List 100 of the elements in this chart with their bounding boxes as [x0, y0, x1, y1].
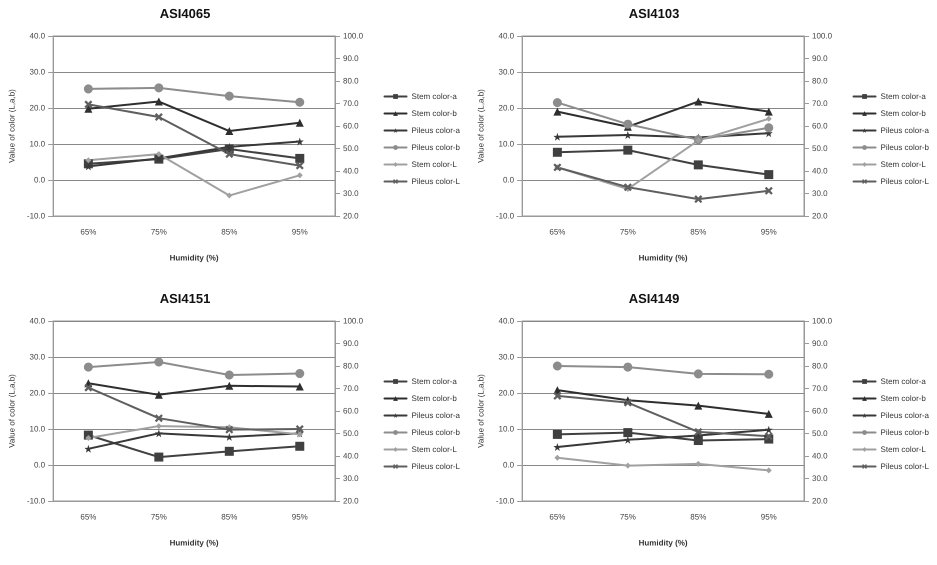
- x-axis-title: Humidity (%): [170, 538, 219, 547]
- legend-label: Pileus color-L: [880, 177, 930, 186]
- legend-label: Stem color-L: [880, 444, 926, 454]
- y-axis-title: Value of color (L,a,b): [476, 88, 486, 163]
- legend-label: Pileus color-a: [880, 126, 930, 135]
- y2-tick-label: 70.0: [812, 99, 828, 108]
- legend-label: Pileus color-b: [880, 143, 930, 152]
- point: [156, 151, 162, 158]
- y2-tick-label: 70.0: [343, 99, 360, 108]
- legend-label: Stem color-a: [412, 376, 458, 386]
- point: [623, 362, 632, 372]
- point: [225, 127, 234, 136]
- x-axis-title: Humidity (%): [638, 538, 688, 547]
- y-tick-label: 40.0: [30, 316, 46, 325]
- y2-tick-label: 30.0: [343, 474, 360, 482]
- point: [553, 108, 562, 116]
- point: [84, 383, 92, 392]
- x-tick-label: 65%: [80, 512, 96, 521]
- y-tick-label: 0.0: [503, 460, 515, 469]
- chart-title: ASI4151: [160, 290, 210, 306]
- point: [224, 92, 234, 101]
- y-tick-label: 0.0: [34, 176, 46, 184]
- point: [694, 98, 702, 106]
- legend-label: Stem color-a: [412, 92, 458, 101]
- legend-label: Stem color-L: [412, 444, 458, 454]
- point: [154, 357, 164, 366]
- y2-tick-label: 80.0: [812, 76, 828, 86]
- point: [295, 154, 304, 163]
- chart-title: ASI4065: [160, 6, 210, 21]
- y2-tick-label: 80.0: [812, 361, 828, 370]
- y-tick-label: -10.0: [26, 212, 46, 220]
- y-tick-label: 30.0: [30, 68, 46, 76]
- legend-label: Stem color-b: [880, 109, 926, 118]
- point: [694, 401, 702, 410]
- point: [224, 446, 234, 456]
- chart-title: ASI4149: [628, 290, 680, 306]
- y-tick-label: -10.0: [496, 496, 515, 505]
- x-tick-label: 75%: [620, 228, 636, 236]
- point: [764, 170, 774, 180]
- point: [295, 98, 304, 107]
- point: [84, 100, 92, 108]
- legend-label: Stem color-a: [880, 376, 926, 386]
- legend-label: Pileus color-b: [880, 428, 930, 436]
- point: [764, 108, 773, 116]
- y2-tick-label: 50.0: [812, 428, 828, 438]
- x-tick-label: 85%: [221, 228, 238, 236]
- y-tick-label: 10.0: [498, 140, 515, 148]
- point: [296, 162, 304, 170]
- point: [84, 84, 93, 94]
- y-tick-label: 20.0: [30, 388, 46, 397]
- y2-tick-label: 100.0: [343, 32, 364, 40]
- x-tick-label: 65%: [549, 512, 566, 521]
- point: [295, 441, 304, 450]
- y2-tick-label: 30.0: [812, 474, 828, 482]
- legend-label: Stem color-b: [412, 394, 458, 402]
- y-tick-label: 10.0: [30, 424, 46, 433]
- point: [553, 391, 562, 400]
- y-axis-title: Value of color (L,a,b): [8, 88, 16, 163]
- legend-label: Pileus color-a: [412, 126, 461, 135]
- legend-label: Pileus color-a: [880, 410, 930, 420]
- legend-label: Pileus color-b: [412, 143, 461, 152]
- x-tick-label: 75%: [150, 512, 167, 521]
- y-tick-label: 10.0: [30, 140, 46, 148]
- y2-tick-label: 90.0: [343, 338, 360, 348]
- y-tick-label: 20.0: [30, 104, 46, 112]
- y2-tick-label: 100.0: [812, 316, 833, 325]
- legend-label: Pileus color-L: [880, 462, 930, 470]
- y-tick-label: 40.0: [498, 316, 515, 325]
- point: [85, 157, 92, 164]
- x-tick-label: 85%: [221, 512, 238, 521]
- x-tick-label: 85%: [690, 512, 706, 521]
- y2-tick-label: 100.0: [812, 32, 833, 40]
- point: [224, 370, 234, 379]
- point: [225, 425, 234, 434]
- y2-tick-label: 80.0: [343, 76, 360, 86]
- y2-tick-label: 90.0: [812, 338, 828, 348]
- point: [764, 409, 773, 418]
- point: [624, 398, 632, 406]
- y-tick-label: 0.0: [34, 460, 46, 469]
- point: [296, 137, 304, 146]
- point: [552, 361, 562, 370]
- x-tick-label: 65%: [549, 228, 566, 236]
- legend-label: Stem color-L: [412, 160, 458, 169]
- y2-tick-label: 70.0: [343, 384, 360, 392]
- x-axis-title: Humidity (%): [638, 254, 688, 262]
- point: [154, 414, 163, 422]
- y2-tick-label: 60.0: [812, 406, 828, 415]
- y2-tick-label: 40.0: [812, 451, 828, 460]
- point: [226, 192, 232, 199]
- point: [694, 368, 703, 378]
- y2-tick-label: 60.0: [343, 122, 360, 130]
- point: [154, 113, 163, 121]
- point: [766, 116, 772, 122]
- x-tick-label: 95%: [292, 512, 308, 521]
- point: [552, 148, 562, 157]
- x-tick-label: 75%: [620, 512, 636, 521]
- point: [84, 362, 93, 372]
- point: [85, 434, 92, 440]
- point: [764, 123, 774, 132]
- x-tick-label: 85%: [690, 228, 706, 236]
